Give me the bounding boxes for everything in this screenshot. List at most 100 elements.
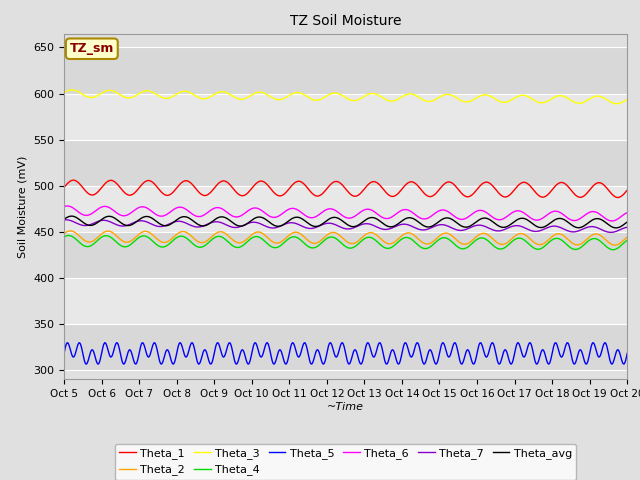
Theta_3 [338, 92, 346, 98]
Theta_5 [564, 340, 572, 346]
Title: TZ Soil Moisture: TZ Soil Moisture [290, 14, 401, 28]
Bar [64, 232, 627, 278]
Theta_1 [448, 180, 456, 186]
Theta_avg [68, 213, 76, 219]
Theta_6 [448, 212, 456, 217]
Theta_5 [623, 350, 631, 356]
Bar [64, 324, 627, 370]
Theta_7 [60, 217, 68, 223]
Theta_3 [613, 101, 621, 107]
Bar [64, 48, 627, 94]
Theta_7 [63, 217, 70, 223]
Theta_3 [60, 90, 68, 96]
Theta_5 [209, 358, 216, 363]
Theta_4 [184, 237, 192, 242]
Theta_1 [614, 194, 621, 200]
Theta_7 [623, 224, 631, 230]
Line: Theta_5: Theta_5 [64, 343, 627, 364]
Line: Theta_3: Theta_3 [64, 90, 627, 104]
Theta_avg [184, 215, 192, 221]
Theta_6 [209, 206, 216, 212]
Theta_avg [209, 218, 216, 224]
Theta_2 [67, 228, 74, 234]
Theta_3 [448, 93, 456, 98]
Line: Theta_6: Theta_6 [64, 206, 627, 221]
Bar [64, 94, 627, 140]
Line: Theta_1: Theta_1 [64, 180, 627, 197]
Theta_5 [184, 349, 192, 355]
Theta_2 [611, 242, 618, 248]
Theta_4 [338, 240, 346, 246]
Theta_4 [609, 247, 617, 252]
Theta_4 [60, 234, 68, 240]
Theta_4 [573, 247, 580, 252]
Theta_6 [184, 208, 192, 214]
Theta_6 [60, 204, 68, 210]
Theta_5 [60, 350, 68, 356]
Theta_1 [209, 187, 216, 193]
Theta_7 [448, 225, 456, 231]
Theta_2 [60, 231, 68, 237]
Theta_1 [184, 179, 192, 184]
Theta_6 [573, 217, 580, 223]
Theta_7 [184, 221, 192, 227]
Theta_4 [209, 236, 216, 242]
Theta_1 [338, 181, 346, 187]
Theta_2 [392, 238, 400, 243]
Theta_avg [573, 225, 580, 230]
Theta_2 [338, 234, 346, 240]
Theta_6 [63, 203, 71, 209]
Line: Theta_7: Theta_7 [64, 220, 627, 232]
Theta_4 [448, 239, 456, 245]
Line: Theta_2: Theta_2 [64, 231, 627, 245]
Line: Theta_4: Theta_4 [64, 236, 627, 250]
X-axis label: ~Time: ~Time [327, 402, 364, 412]
Theta_3 [209, 93, 216, 98]
Theta_7 [209, 219, 216, 225]
Theta_5 [392, 357, 400, 363]
Theta_1 [70, 177, 77, 183]
Legend: Theta_1, Theta_2, Theta_3, Theta_4, Theta_5, Theta_6, Theta_7, Theta_avg: Theta_1, Theta_2, Theta_3, Theta_4, Thet… [115, 444, 577, 480]
Theta_avg [448, 216, 456, 222]
Theta_avg [392, 222, 400, 228]
Theta_6 [608, 218, 616, 224]
Theta_1 [623, 187, 631, 193]
Line: Theta_avg: Theta_avg [64, 216, 627, 228]
Theta_5 [82, 361, 90, 367]
Theta_5 [338, 340, 346, 346]
Theta_7 [392, 223, 400, 229]
Theta_6 [338, 212, 346, 218]
Theta_5 [573, 355, 581, 360]
Theta_7 [338, 225, 346, 230]
Theta_4 [65, 233, 72, 239]
Bar [64, 278, 627, 324]
Theta_2 [573, 242, 580, 248]
Theta_avg [338, 217, 346, 223]
Theta_6 [392, 211, 400, 216]
Text: TZ_sm: TZ_sm [70, 42, 114, 55]
Theta_4 [623, 238, 631, 243]
Theta_4 [392, 240, 400, 246]
Theta_2 [209, 233, 216, 239]
Theta_3 [623, 96, 631, 102]
Theta_7 [573, 228, 580, 234]
Theta_3 [68, 87, 76, 93]
Theta_3 [392, 97, 400, 103]
Theta_5 [448, 347, 456, 352]
Theta_2 [448, 233, 456, 239]
Theta_1 [392, 192, 400, 198]
Theta_avg [60, 216, 68, 222]
Bar [64, 186, 627, 232]
Theta_7 [607, 229, 614, 235]
Theta_3 [184, 89, 192, 95]
Theta_avg [623, 219, 631, 225]
Theta_1 [573, 193, 580, 199]
Bar [64, 140, 627, 186]
Theta_2 [184, 231, 192, 237]
Theta_2 [623, 234, 631, 240]
Theta_1 [60, 185, 68, 191]
Theta_avg [612, 225, 620, 231]
Theta_6 [623, 210, 631, 216]
Theta_3 [573, 100, 580, 106]
Y-axis label: Soil Moisture (mV): Soil Moisture (mV) [17, 155, 28, 258]
